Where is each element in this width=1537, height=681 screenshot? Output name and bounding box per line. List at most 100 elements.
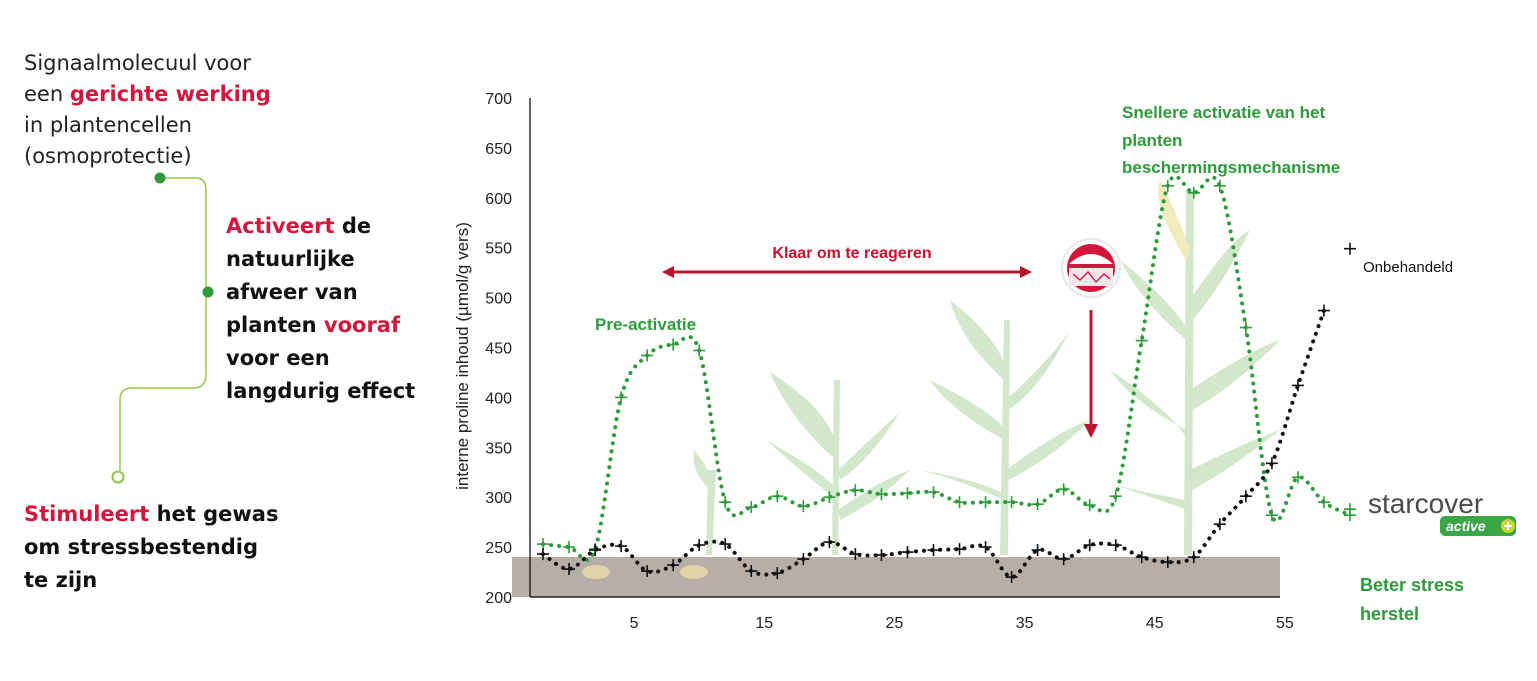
y-tick-label: 350	[485, 440, 512, 457]
data-point-series-1	[1317, 304, 1330, 317]
data-point-series-1	[563, 563, 576, 576]
data-point-series-0	[1109, 490, 1122, 503]
data-point-series-0	[1317, 496, 1330, 509]
series-layer	[537, 174, 1356, 584]
data-point-series-0	[1083, 499, 1096, 512]
data-point-series-0	[875, 488, 888, 501]
data-point-series-1	[589, 544, 602, 557]
text: een	[24, 82, 70, 106]
data-point-series-0	[1005, 496, 1018, 509]
data-point-series-1	[1161, 556, 1174, 569]
data-point-series-0	[771, 490, 784, 503]
data-point-series-0	[797, 500, 810, 513]
data-point-series-1	[745, 565, 758, 578]
data-point-series-0	[719, 496, 732, 509]
data-point-series-1	[641, 565, 654, 578]
text: planten	[226, 313, 324, 337]
x-tick-label: 55	[1276, 615, 1294, 632]
data-point-series-1	[615, 540, 628, 553]
y-tick-label: 550	[485, 241, 512, 258]
description-line: planten vooraf	[226, 309, 415, 342]
data-point-series-1	[1135, 551, 1148, 564]
drought-arrow-head	[1084, 424, 1098, 438]
data-point-series-0	[849, 484, 862, 497]
data-point-series-1	[927, 544, 940, 557]
data-point-series-1	[1187, 551, 1200, 564]
description-line: te zijn	[24, 568, 98, 592]
data-point-series-0	[693, 344, 706, 357]
highlight-text: gerichte werking	[69, 82, 271, 106]
description-line: afweer van	[226, 280, 358, 304]
data-point-series-1	[1005, 571, 1018, 584]
logo-wordmark: starcover	[1368, 488, 1483, 519]
description-block-3: Stimuleert het gewas om stressbestendig …	[24, 498, 278, 597]
data-point-series-1	[849, 548, 862, 561]
data-point-series-1	[901, 546, 914, 559]
description-line: Signaalmolecuul voor	[24, 51, 251, 75]
better-recovery-line2: herstel	[1360, 604, 1419, 624]
y-tick-label: 650	[485, 141, 512, 158]
y-tick-label: 450	[485, 341, 512, 358]
highlight-text: vooraf	[323, 313, 401, 337]
data-point-series-1	[771, 567, 784, 580]
pre-activation-label: Pre-activatie	[595, 315, 696, 334]
description-line: voor een	[226, 346, 330, 370]
data-point-series-0	[1213, 179, 1226, 192]
description-block-1: Signaalmolecuul voor een gerichte werkin…	[24, 48, 271, 172]
x-tick-label: 15	[755, 615, 773, 632]
series-line-1	[541, 308, 1326, 580]
description-line: Stimuleert het gewas	[24, 498, 278, 531]
connector-dot	[111, 470, 125, 484]
logo-sub: active	[1446, 518, 1486, 534]
data-point-series-0	[667, 338, 680, 351]
description-line: een gerichte werking	[24, 79, 271, 110]
description-line: Activeert de	[226, 210, 415, 243]
faster-activation-line1: Snellere activatie van het	[1122, 103, 1325, 122]
ready-label: Klaar om te reageren	[772, 245, 931, 262]
y-tick-label: 400	[485, 390, 512, 407]
description-line: in plantencellen	[24, 113, 192, 137]
y-tick-label: 600	[485, 191, 512, 208]
description-block-2: Activeert de natuurlijke afweer van plan…	[226, 210, 415, 408]
faster-activation-line2: planten	[1122, 131, 1182, 150]
data-point-series-1	[537, 548, 550, 561]
ready-arrow	[662, 266, 1032, 278]
series-line-0	[541, 174, 1352, 562]
data-point-series-0	[979, 496, 992, 509]
data-point-series-0	[901, 487, 914, 500]
description-line: natuurlijke	[226, 247, 355, 271]
data-point-series-1	[797, 553, 810, 566]
data-point-series-1	[1239, 490, 1252, 503]
soil-band	[512, 557, 1280, 597]
data-point-series-1	[823, 536, 836, 549]
drought-icon	[1061, 238, 1121, 298]
data-point-series-0	[1057, 483, 1070, 496]
data-point-series-0	[1239, 321, 1252, 334]
data-point-series-0	[1161, 179, 1174, 192]
data-point-series-0	[1291, 471, 1304, 484]
data-point-series-0	[953, 496, 966, 509]
better-recovery-line1: Beter stress	[1360, 575, 1464, 595]
y-tick-label: 250	[485, 540, 512, 557]
data-point-series-0	[1031, 498, 1044, 511]
y-tick-label: 200	[485, 590, 512, 607]
data-point-series-1	[875, 549, 888, 562]
connector-dot	[202, 286, 214, 298]
data-point-series-1	[953, 543, 966, 556]
faster-activation-line3: beschermingsmechanisme	[1122, 158, 1340, 177]
description-line: langdurig effect	[226, 379, 416, 403]
data-point-series-1	[1057, 553, 1070, 566]
data-point-series-0	[823, 491, 836, 504]
x-tick-label: 45	[1146, 615, 1164, 632]
x-tick-labels: 5 15 25 35 45 55	[630, 615, 1294, 632]
x-tick-label: 35	[1016, 615, 1034, 632]
plant-illustrations	[582, 180, 1280, 579]
text: de	[334, 214, 372, 238]
data-point-series-0	[1135, 334, 1148, 347]
data-point-series-0	[745, 501, 758, 514]
text: het gewas	[149, 502, 279, 526]
data-point-series-0	[615, 391, 628, 404]
connector-dot	[154, 172, 166, 184]
starcover-logo: starcover active	[1366, 486, 1526, 542]
